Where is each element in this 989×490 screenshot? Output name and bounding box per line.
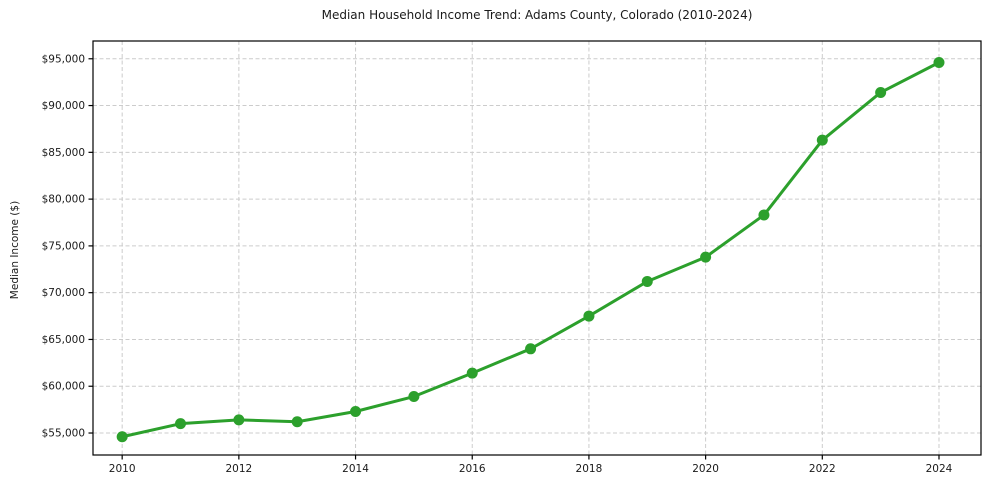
y-tick-label: $70,000 [42, 287, 85, 299]
y-tick-label: $75,000 [42, 240, 85, 252]
y-tick-label: $55,000 [42, 428, 85, 440]
data-point [875, 86, 887, 98]
data-point [233, 414, 245, 426]
data-point [175, 418, 187, 430]
x-tick-label: 2022 [809, 463, 836, 475]
data-point [933, 57, 945, 69]
data-point [816, 134, 828, 146]
y-tick-label: $80,000 [42, 194, 85, 206]
data-point [408, 391, 420, 403]
x-tick-label: 2014 [342, 463, 369, 475]
data-point [641, 275, 653, 287]
x-tick-label: 2010 [109, 463, 136, 475]
data-line [120, 61, 941, 439]
x-tick-label: 2024 [926, 463, 953, 475]
data-point [758, 209, 770, 221]
x-tick-label: 2020 [692, 463, 719, 475]
data-point [116, 431, 128, 443]
axes-box [92, 40, 982, 456]
x-tick-label: 2018 [576, 463, 603, 475]
x-tick-label: 2012 [225, 463, 252, 475]
y-tick-label: $65,000 [42, 334, 85, 346]
data-point [700, 251, 712, 263]
data-point [291, 416, 303, 428]
data-point [583, 310, 595, 322]
data-point [525, 343, 537, 355]
y-tick-label: $85,000 [42, 147, 85, 159]
y-tick-label: $60,000 [42, 381, 85, 393]
data-point [350, 405, 362, 417]
chart-title: Median Household Income Trend: Adams Cou… [321, 8, 753, 22]
y-tick-label: $95,000 [42, 53, 85, 65]
x-tick-label: 2016 [459, 463, 486, 475]
data-point [466, 367, 478, 379]
y-tick-label: $90,000 [42, 100, 85, 112]
